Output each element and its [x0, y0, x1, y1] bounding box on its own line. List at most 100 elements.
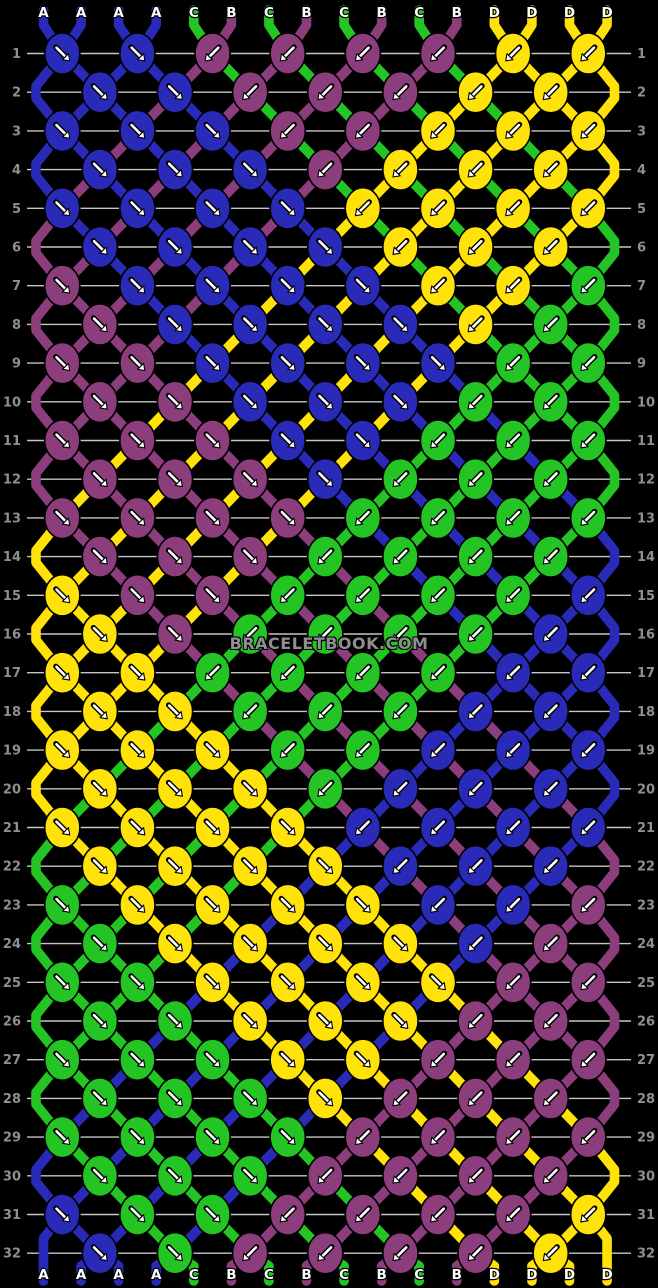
- knot: [81, 999, 119, 1043]
- diagonal-down-left-arrow-icon: [467, 1166, 485, 1184]
- diagonal-down-right-arrow-icon: [90, 1011, 108, 1029]
- diagonal-down-left-arrow-icon: [317, 83, 335, 101]
- knot: [194, 341, 231, 385]
- diagonal-down-left-arrow-icon: [542, 547, 560, 565]
- row-number: 11: [3, 434, 21, 449]
- diagonal-down-right-arrow-icon: [241, 315, 259, 333]
- diagonal-down-left-arrow-icon: [467, 83, 485, 101]
- knot: [569, 186, 607, 230]
- row-number: 10: [637, 395, 655, 410]
- string-segment: [583, 822, 620, 910]
- string-label: D: [526, 5, 537, 21]
- diagonal-down-right-arrow-icon: [203, 121, 221, 139]
- diagonal-down-right-arrow-icon: [278, 431, 296, 449]
- diagonal-down-right-arrow-icon: [353, 354, 371, 372]
- knot: [569, 573, 607, 617]
- string-segment: [31, 358, 68, 446]
- knot: [382, 380, 419, 424]
- diagonal-down-left-arrow-icon: [580, 973, 598, 991]
- knot: [457, 1077, 494, 1120]
- knot: [194, 960, 231, 1004]
- knot: [569, 651, 607, 695]
- knot: [569, 960, 607, 1004]
- knot: [306, 70, 344, 114]
- row-number: 27: [637, 1053, 655, 1068]
- knot: [81, 1154, 119, 1198]
- diagonal-down-left-arrow-icon: [467, 315, 485, 333]
- knot: [119, 960, 156, 1004]
- diagonal-down-right-arrow-icon: [165, 857, 183, 875]
- knot: [231, 535, 269, 578]
- diagonal-down-right-arrow-icon: [90, 1244, 108, 1262]
- knot: [306, 225, 344, 269]
- knot: [194, 651, 231, 695]
- diagonal-down-right-arrow-icon: [203, 740, 221, 759]
- knot: [269, 1038, 307, 1082]
- row-number: 12: [637, 473, 655, 488]
- diagonal-down-left-arrow-icon: [542, 857, 560, 875]
- knot: [382, 225, 419, 269]
- knot: [156, 535, 194, 578]
- diagonal-down-left-arrow-icon: [542, 1011, 560, 1029]
- knot: [43, 496, 81, 540]
- knot: [344, 264, 382, 308]
- diagonal-down-right-arrow-icon: [90, 624, 108, 642]
- knot: [532, 380, 570, 424]
- string-segment: [31, 48, 68, 136]
- knot: [231, 922, 269, 965]
- diagonal-down-right-arrow-icon: [53, 1127, 71, 1146]
- knot: [156, 380, 194, 424]
- knot: [156, 922, 194, 965]
- knot: [382, 535, 419, 578]
- knot: [457, 1154, 494, 1198]
- diagonal-down-left-arrow-icon: [580, 740, 598, 759]
- knot: [494, 573, 532, 617]
- row-number: 17: [637, 666, 655, 681]
- knot: [156, 302, 194, 346]
- diagonal-down-right-arrow-icon: [316, 315, 334, 333]
- diagonal-down-left-arrow-icon: [242, 702, 260, 720]
- string-segment: [583, 435, 620, 523]
- diagonal-down-left-arrow-icon: [542, 315, 560, 333]
- row-number: 18: [3, 705, 21, 720]
- knot: [532, 999, 570, 1043]
- diagonal-down-left-arrow-icon: [580, 663, 598, 681]
- diagonal-down-right-arrow-icon: [203, 354, 221, 372]
- row-number: 10: [3, 395, 21, 410]
- row-number: 15: [637, 589, 655, 604]
- string-label: C: [339, 1267, 349, 1283]
- diagonal-down-left-arrow-icon: [392, 1166, 410, 1184]
- diagonal-down-right-arrow-icon: [128, 1127, 146, 1146]
- knot: [269, 264, 307, 308]
- knot: [344, 496, 382, 540]
- diagonal-down-right-arrow-icon: [90, 857, 108, 875]
- string-segment: [583, 745, 620, 833]
- knot: [494, 496, 532, 540]
- knot: [194, 728, 231, 772]
- string-label: D: [601, 5, 612, 21]
- row-number: 32: [637, 1247, 655, 1262]
- diagonal-down-left-arrow-icon: [467, 624, 485, 642]
- row-number: 15: [3, 589, 21, 604]
- knot: [81, 1231, 119, 1275]
- string-segment: [31, 435, 68, 523]
- diagonal-down-left-arrow-icon: [242, 83, 260, 101]
- diagonal-down-right-arrow-icon: [90, 547, 108, 565]
- knot: [231, 1077, 269, 1120]
- knot: [306, 767, 344, 811]
- string-label: A: [113, 5, 124, 21]
- knot: [306, 1077, 344, 1120]
- diagonal-down-right-arrow-icon: [53, 740, 71, 759]
- diagonal-down-right-arrow-icon: [128, 121, 146, 139]
- diagonal-down-left-arrow-icon: [392, 83, 410, 101]
- knot: [494, 728, 532, 772]
- knot: [344, 651, 382, 695]
- knot: [532, 535, 570, 578]
- diagonal-down-left-arrow-icon: [317, 1244, 335, 1262]
- string-segment: [583, 126, 620, 214]
- string-segment: [583, 203, 620, 291]
- knot: [194, 32, 231, 75]
- knot: [81, 1077, 119, 1120]
- knot: [156, 1154, 194, 1198]
- knot: [382, 1077, 419, 1120]
